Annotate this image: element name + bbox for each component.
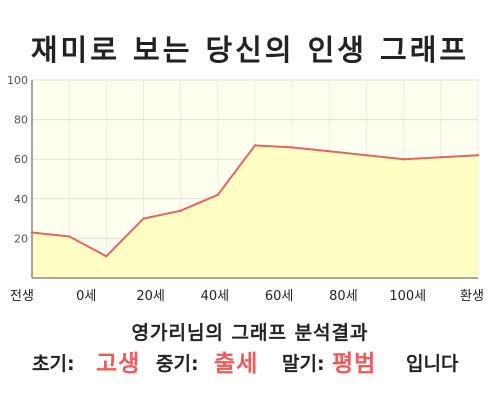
early-value: 고생 [96, 351, 141, 377]
middle-label: 중기: [156, 353, 199, 375]
area-fill [32, 145, 478, 278]
data-point [253, 144, 257, 147]
y-tick-label: 40 [14, 193, 28, 206]
y-tick-label: 80 [14, 114, 28, 127]
data-point [328, 150, 331, 153]
data-point [105, 255, 108, 258]
data-point [179, 209, 182, 212]
result-ending: 입니다 [406, 353, 459, 375]
x-tick-label: 0세 [76, 289, 96, 304]
x-tick-label: 80세 [329, 289, 358, 304]
data-point [439, 156, 443, 159]
data-point [365, 154, 368, 157]
data-point [67, 235, 71, 238]
data-points [30, 144, 480, 258]
y-tick-label: 60 [14, 153, 28, 166]
life-graph-chart: 100 80 60 40 20 전생 0세 20세 40세 60세 80세 100세 환생 [7, 74, 484, 304]
data-point [142, 217, 145, 220]
early-label: 초기: [32, 353, 75, 375]
data-point [476, 154, 480, 157]
x-tick-label: 환생 [460, 289, 484, 304]
y-tick-label: 20 [14, 232, 28, 245]
late-label: 말기: [282, 353, 325, 375]
data-point [216, 193, 220, 197]
page-title: 재미로 보는 당신의 인생 그래프 [30, 33, 470, 67]
data-point [30, 231, 34, 234]
data-point [290, 146, 294, 149]
x-tick-label: 60세 [265, 289, 294, 304]
late-value: 평범 [332, 351, 377, 377]
y-tick-label: 100 [7, 74, 28, 87]
x-tick-label: 전생 [10, 289, 34, 304]
y-tick-labels: 100 80 60 40 20 [7, 74, 28, 245]
x-tick-labels: 전생 0세 20세 40세 60세 80세 100세 환생 [10, 289, 484, 304]
result-summary: 초기: 고생 중기: 출세 말기: 평범 입니다 [0, 346, 500, 386]
x-tick-label: 20세 [136, 289, 165, 304]
x-tick-label: 40세 [201, 289, 230, 304]
x-tick-label: 100세 [389, 289, 426, 304]
result-title: 영가리님의 그래프 분석결과 [131, 322, 369, 344]
middle-value: 출세 [214, 351, 259, 377]
data-point [402, 158, 405, 161]
